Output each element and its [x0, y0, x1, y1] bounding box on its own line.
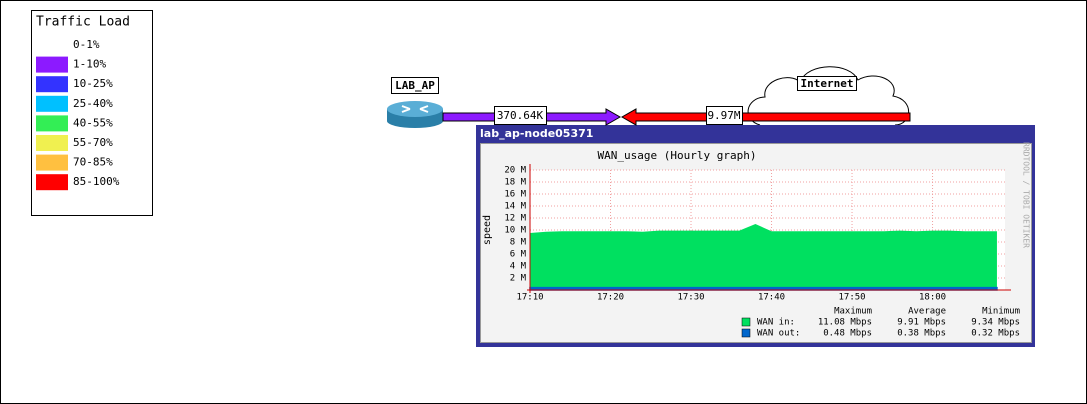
stats-header: Maximum — [834, 307, 872, 317]
x-tick-label: 17:20 — [597, 293, 624, 303]
x-tick-label: 17:10 — [516, 293, 543, 303]
y-tick-label: 16 M — [504, 190, 526, 200]
area-series — [529, 286, 998, 291]
y-axis-label: speed — [482, 215, 493, 245]
stat-value: 0.32 Mbps — [971, 329, 1020, 339]
link-arrow-in — [620, 108, 911, 126]
y-tick-label: 12 M — [504, 214, 526, 224]
y-tick-label: 20 M — [504, 166, 526, 176]
legend-swatch — [741, 317, 751, 327]
legend-swatch — [36, 95, 68, 112]
legend-title: Traffic Load — [36, 15, 130, 30]
watermark: RRDTOOL / TOBI OETIKER — [1022, 142, 1031, 248]
stats-header: Minimum — [982, 307, 1020, 317]
x-tick-label: 17:50 — [838, 293, 865, 303]
router-icon[interactable] — [387, 101, 443, 128]
legend-swatch — [36, 174, 68, 191]
legend-label: 10-25% — [73, 77, 113, 90]
legend-label: 40-55% — [73, 116, 113, 129]
y-tick-label: 4 M — [510, 262, 527, 272]
legend-label: 85-100% — [73, 175, 120, 188]
link-label-box — [494, 106, 547, 125]
cloud-icon[interactable] — [747, 66, 909, 126]
y-tick-label: 10 M — [504, 226, 526, 236]
graph-title: WAN_usage (Hourly graph) — [598, 149, 757, 162]
node-label-box — [797, 76, 857, 91]
link-label: 9.97M — [707, 109, 740, 122]
y-tick-label: 2 M — [510, 274, 527, 284]
series-name: WAN in: — [757, 318, 795, 328]
legend-label: 0-1% — [73, 38, 100, 51]
stat-value: 9.34 Mbps — [971, 318, 1020, 328]
series-name: WAN out: — [757, 329, 800, 339]
legend-swatch — [36, 115, 68, 132]
legend-swatch — [36, 135, 68, 151]
legend-label: 25-40% — [73, 97, 113, 110]
legend-label: 70-85% — [73, 156, 113, 169]
node-label: Internet — [801, 77, 854, 90]
popup-title: lab_ap-node05371 — [480, 127, 593, 140]
x-tick-label: 18:00 — [919, 293, 946, 303]
link-label: 370.64K — [497, 109, 544, 122]
x-tick-label: 17:30 — [677, 293, 704, 303]
y-tick-label: 6 M — [510, 250, 527, 260]
legend-swatch — [36, 154, 68, 171]
legend-swatch — [36, 56, 68, 73]
stats-header: Average — [908, 307, 946, 317]
legend-label: 1-10% — [73, 58, 106, 71]
legend-swatch — [36, 76, 68, 93]
legend-swatch — [741, 328, 751, 338]
node-label-box — [391, 77, 439, 94]
stat-value: 0.48 Mbps — [823, 329, 872, 339]
y-tick-label: 14 M — [504, 202, 526, 212]
area-series — [530, 224, 997, 290]
stat-value: 9.91 Mbps — [897, 318, 946, 328]
stat-value: 0.38 Mbps — [897, 329, 946, 339]
node-label: LAB_AP — [395, 79, 435, 92]
link-label-box — [706, 106, 743, 125]
y-tick-label: 18 M — [504, 178, 526, 188]
stat-value: 11.08 Mbps — [818, 318, 872, 328]
legend-label: 55-70% — [73, 136, 113, 149]
y-tick-label: 8 M — [510, 238, 527, 248]
legend-swatch — [36, 37, 68, 53]
x-tick-label: 17:40 — [758, 293, 785, 303]
